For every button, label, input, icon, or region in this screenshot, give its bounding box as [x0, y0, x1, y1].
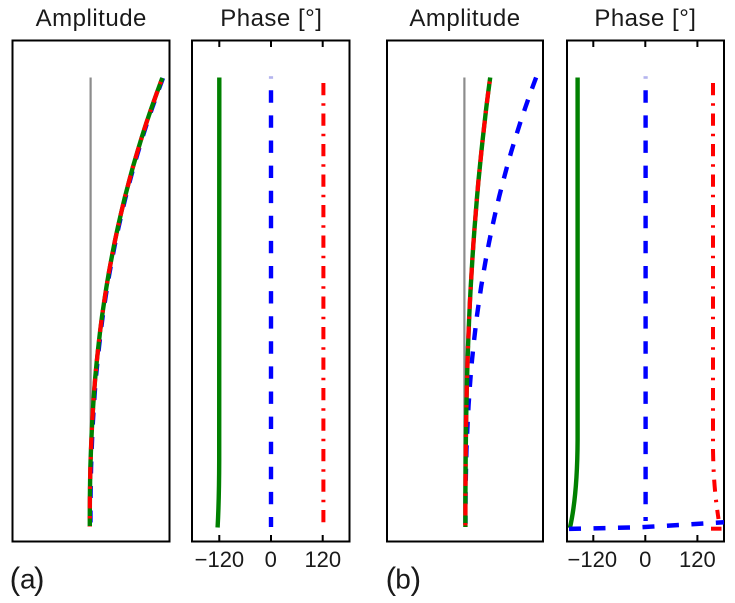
- svg-text:Amplitude: Amplitude: [36, 5, 147, 32]
- svg-text:Amplitude: Amplitude: [409, 5, 520, 32]
- svg-text:): ): [411, 561, 422, 597]
- svg-text:0: 0: [639, 547, 651, 572]
- svg-text:−120: −120: [568, 547, 618, 572]
- svg-text:Phase [°]: Phase [°]: [220, 5, 322, 32]
- svg-text:(: (: [386, 561, 397, 597]
- svg-text:a: a: [20, 563, 36, 594]
- svg-text:): ): [34, 561, 45, 597]
- svg-text:b: b: [395, 563, 411, 594]
- svg-text:Phase [°]: Phase [°]: [594, 5, 696, 32]
- svg-text:−120: −120: [195, 547, 245, 572]
- svg-text:0: 0: [265, 547, 277, 572]
- svg-text:(: (: [10, 561, 21, 597]
- svg-text:120: 120: [679, 547, 716, 572]
- svg-text:120: 120: [304, 547, 341, 572]
